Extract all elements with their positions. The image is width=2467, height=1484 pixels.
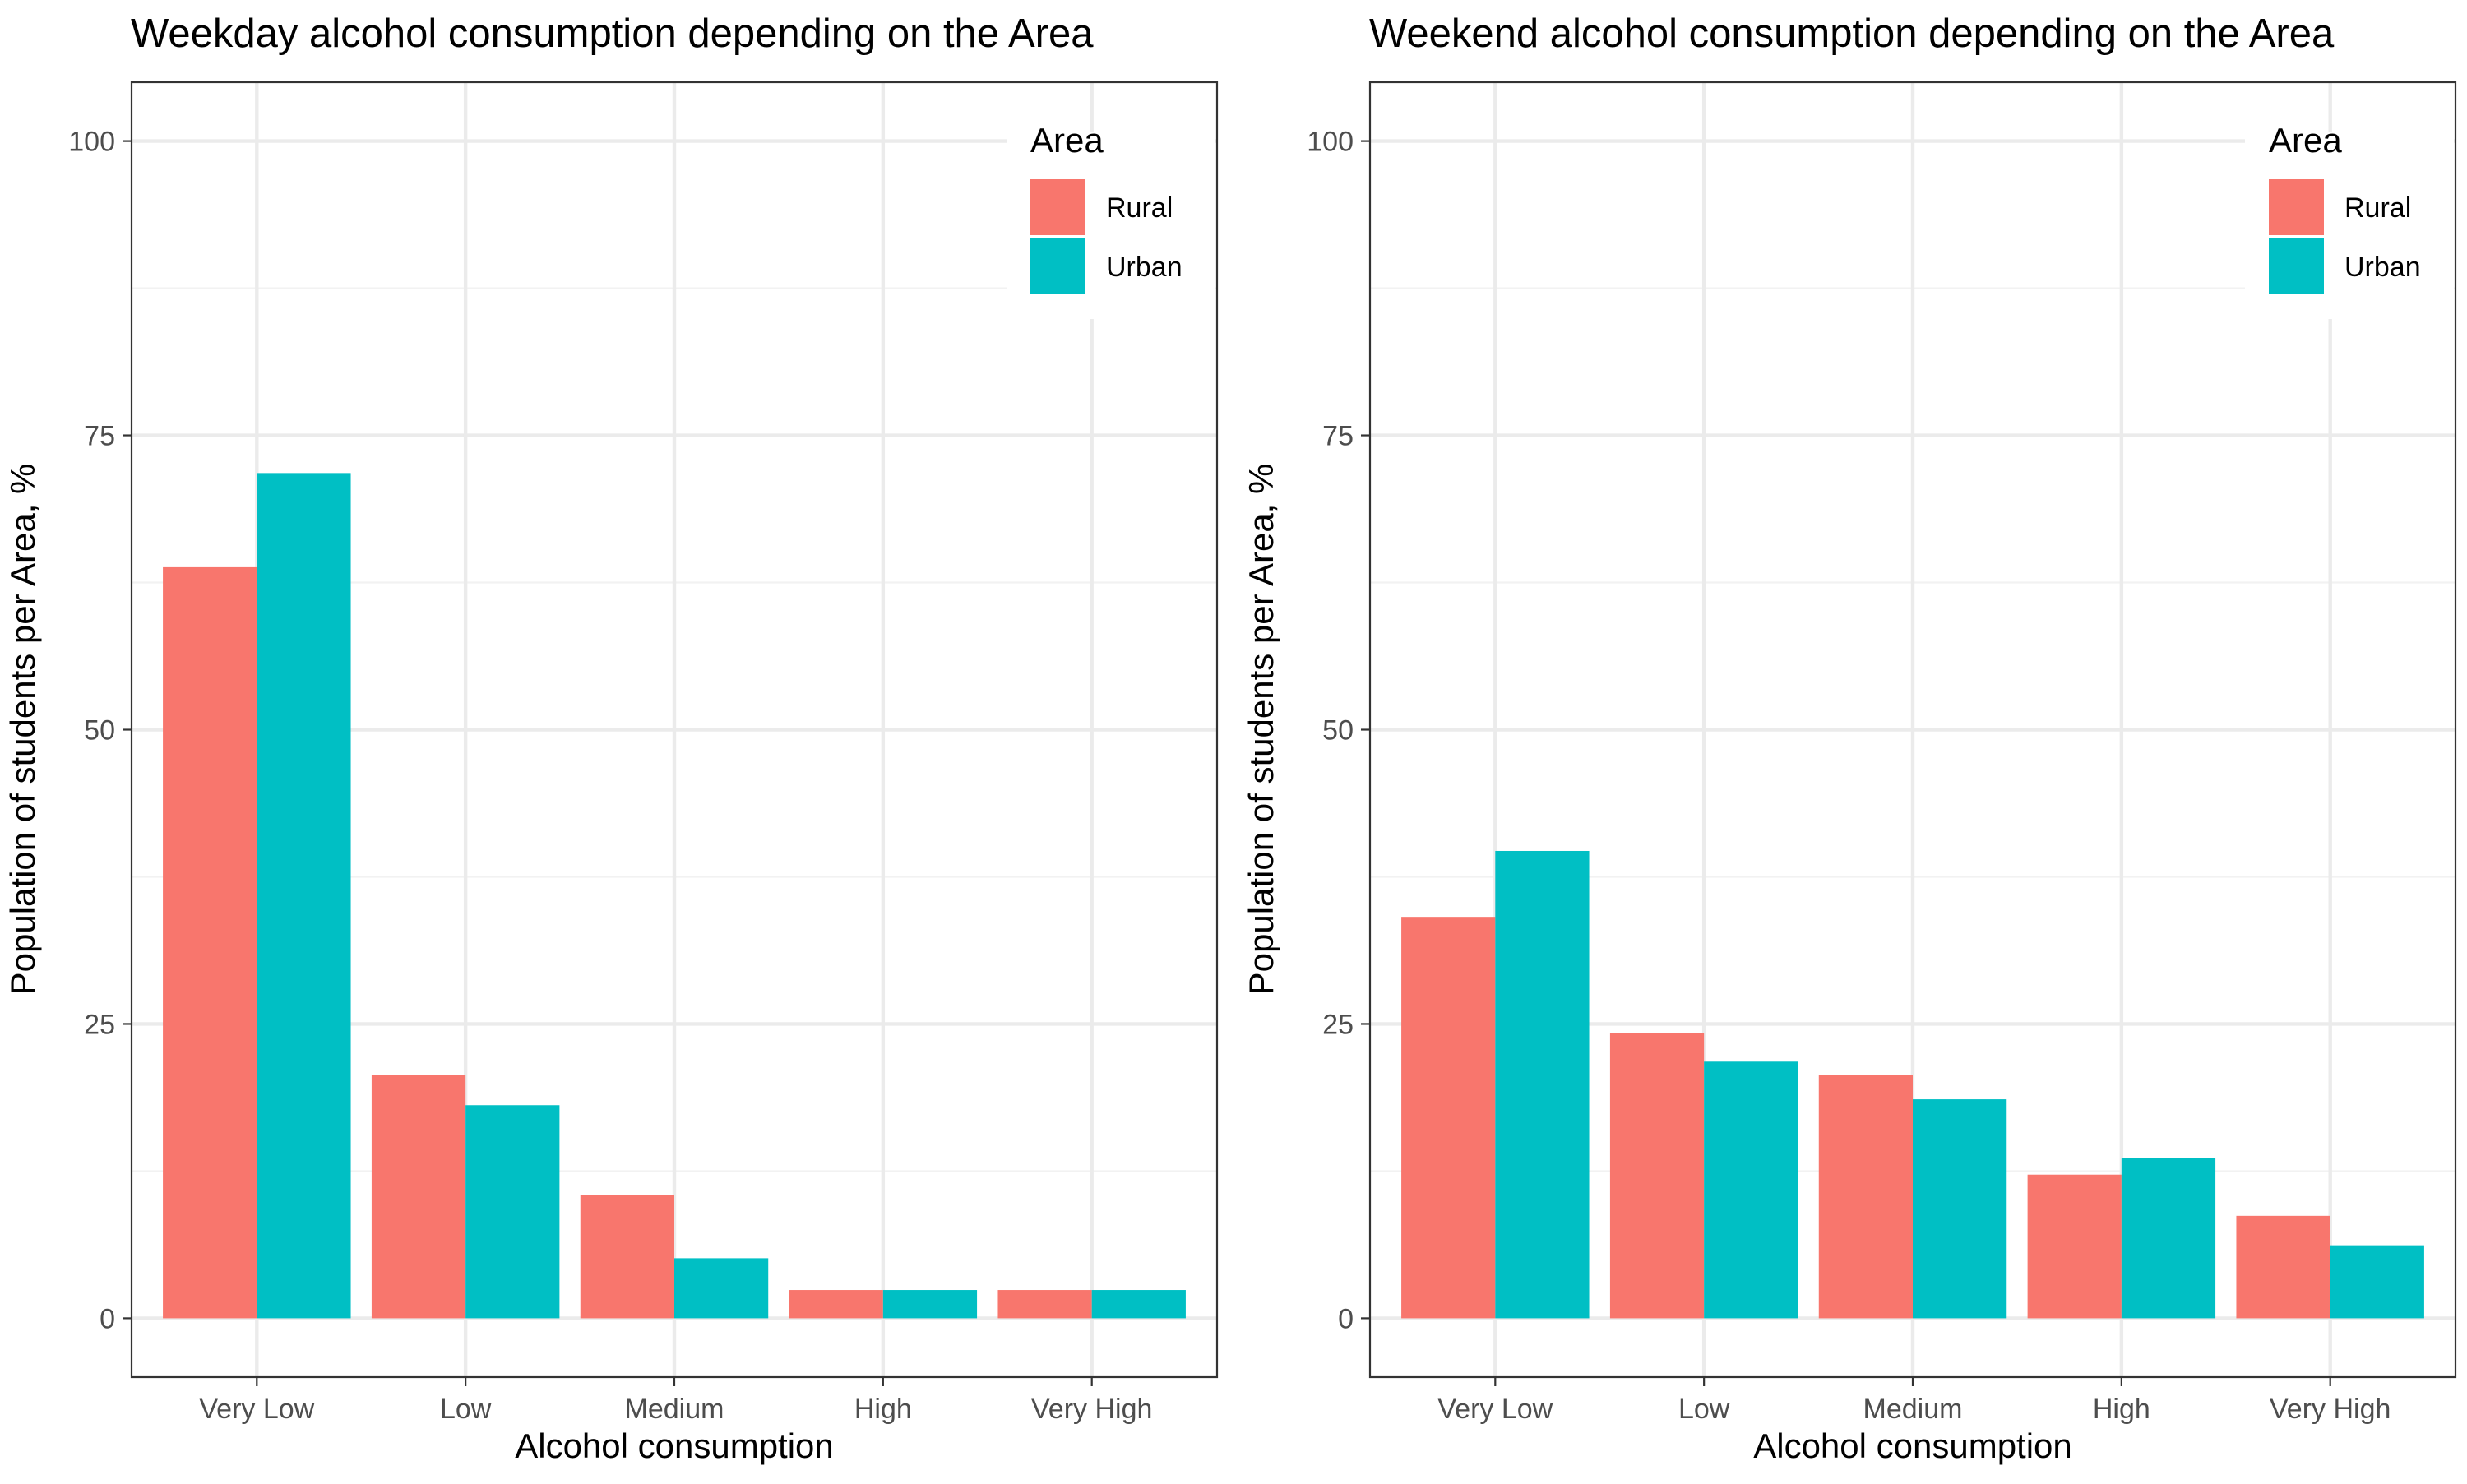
bar-urban-high (2121, 1158, 2216, 1319)
y-tick-label: 25 (84, 1009, 115, 1040)
x-axis-title: Alcohol consumption (515, 1426, 834, 1465)
y-tick-label: 100 (1307, 127, 1354, 158)
bar-rural-very-low (163, 566, 257, 1319)
bar-rural-high (789, 1290, 883, 1319)
legend-title: Area (1030, 121, 1104, 159)
x-tick-label: High (854, 1394, 912, 1425)
bar-rural-very-high (2236, 1215, 2330, 1319)
y-tick-label: 75 (1322, 421, 1354, 452)
x-axis-title: Alcohol consumption (1753, 1426, 2072, 1465)
y-axis-title: Population of students per Area, % (1242, 464, 1280, 996)
x-tick-label: Very High (2270, 1394, 2391, 1425)
legend-key-urban (2269, 238, 2324, 294)
x-tick-label: Medium (1863, 1394, 1963, 1425)
x-tick-label: Medium (625, 1394, 724, 1425)
y-tick-label: 0 (100, 1303, 115, 1334)
bar-urban-very-high (2330, 1245, 2424, 1319)
x-tick-label: Very High (1031, 1394, 1152, 1425)
bar-rural-medium (1818, 1075, 1913, 1319)
bar-urban-medium (674, 1258, 769, 1319)
bar-urban-very-low (1495, 850, 1590, 1319)
legend-title: Area (2269, 121, 2342, 159)
chart-panel-1: Area Rural Urban 0 25 50 75 100 Very Low Low Mediu… (3, 12, 1219, 1465)
x-tick-label: Very Low (1437, 1394, 1553, 1425)
bar-urban-medium (1913, 1099, 2007, 1319)
chart-panel-2: Area Rural Urban 0 25 50 75 100 Very Low Low Mediu… (1242, 12, 2457, 1465)
bar-urban-low (465, 1105, 560, 1319)
bar-urban-low (1704, 1061, 1798, 1319)
x-tick-label: Very Low (199, 1394, 314, 1425)
legend: Area Rural Urban (2245, 121, 2454, 319)
legend-key-urban (1030, 238, 1085, 294)
y-tick-label: 100 (68, 127, 115, 158)
legend-key-rural (2269, 179, 2324, 235)
chart-title: Weekday alcohol consumption depending on… (131, 12, 1094, 56)
legend-label-rural: Rural (2344, 192, 2411, 224)
bar-rural-medium (580, 1195, 674, 1319)
chart-title: Weekend alcohol consumption depending on… (1369, 12, 2335, 56)
y-tick-label: 50 (84, 715, 115, 747)
y-tick-label: 0 (1338, 1303, 1354, 1334)
x-tick-label: Low (1678, 1394, 1730, 1425)
legend-label-rural: Rural (1106, 192, 1173, 224)
legend-label-urban: Urban (1106, 252, 1183, 283)
bar-rural-low (371, 1075, 466, 1319)
y-tick-label: 75 (84, 421, 115, 452)
legend: Area Rural Urban (1007, 121, 1215, 319)
y-tick-label: 25 (1322, 1009, 1354, 1040)
y-tick-label: 50 (1322, 715, 1354, 747)
bar-urban-very-low (257, 473, 351, 1319)
x-tick-label: Low (440, 1394, 492, 1425)
bar-urban-high (882, 1290, 978, 1319)
bar-rural-high (2027, 1174, 2122, 1319)
legend-key-rural (1030, 179, 1085, 235)
y-axis-title: Population of students per Area, % (3, 464, 42, 996)
bar-rural-low (1609, 1033, 1705, 1319)
bar-rural-very-low (1401, 917, 1496, 1319)
bar-rural-very-high (997, 1290, 1092, 1319)
legend-label-urban: Urban (2344, 252, 2421, 283)
x-tick-label: High (2093, 1394, 2150, 1425)
bar-urban-very-high (1091, 1290, 1186, 1319)
